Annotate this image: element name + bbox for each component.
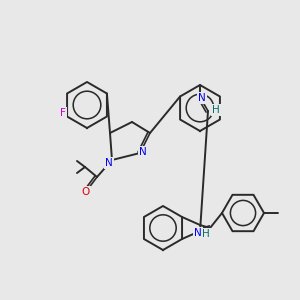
- Text: N: N: [139, 147, 147, 157]
- Text: F: F: [60, 109, 66, 118]
- Text: O: O: [82, 187, 90, 197]
- Text: H: H: [212, 105, 220, 115]
- Text: N: N: [194, 228, 202, 238]
- Text: N: N: [198, 93, 206, 103]
- Text: H: H: [202, 229, 210, 239]
- Text: N: N: [105, 158, 113, 168]
